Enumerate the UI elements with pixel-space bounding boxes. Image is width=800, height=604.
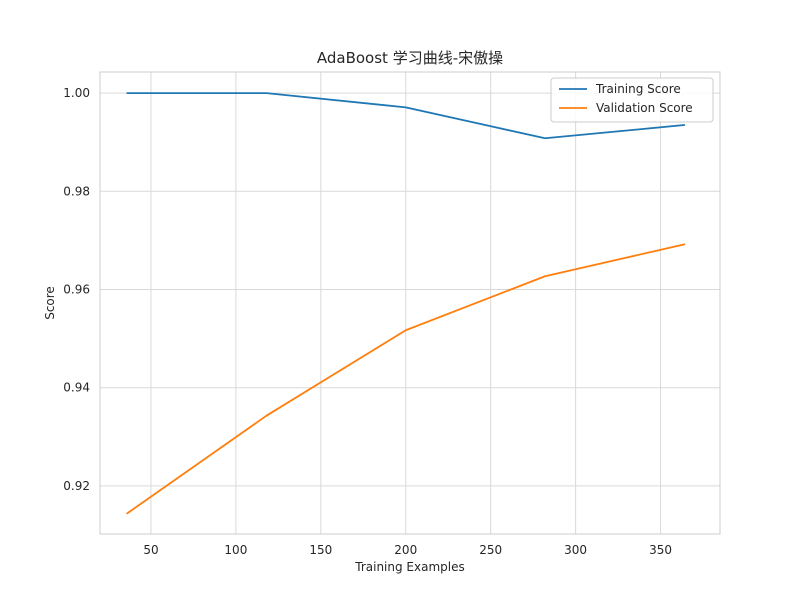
x-tick-label: 100 (224, 543, 247, 557)
x-tick-label: 150 (309, 543, 332, 557)
x-tick-label: 250 (479, 543, 502, 557)
legend: Training Score Validation Score (551, 78, 713, 122)
legend-training-label: Training Score (595, 82, 681, 96)
chart-title: AdaBoost 学习曲线-宋傲操 (317, 49, 503, 67)
x-axis-title: Training Examples (354, 560, 464, 574)
x-tick-label: 50 (143, 543, 158, 557)
y-tick-label: 0.98 (63, 184, 90, 198)
x-tick-label: 200 (394, 543, 417, 557)
x-tick-label: 350 (649, 543, 672, 557)
y-axis-title: Score (43, 286, 57, 320)
x-tick-label: 300 (564, 543, 587, 557)
y-tick-label: 1.00 (63, 86, 90, 100)
y-tick-label: 0.96 (63, 282, 90, 296)
y-tick-label: 0.92 (63, 479, 90, 493)
legend-validation-label: Validation Score (596, 101, 693, 115)
y-tick-label: 0.94 (63, 381, 90, 395)
